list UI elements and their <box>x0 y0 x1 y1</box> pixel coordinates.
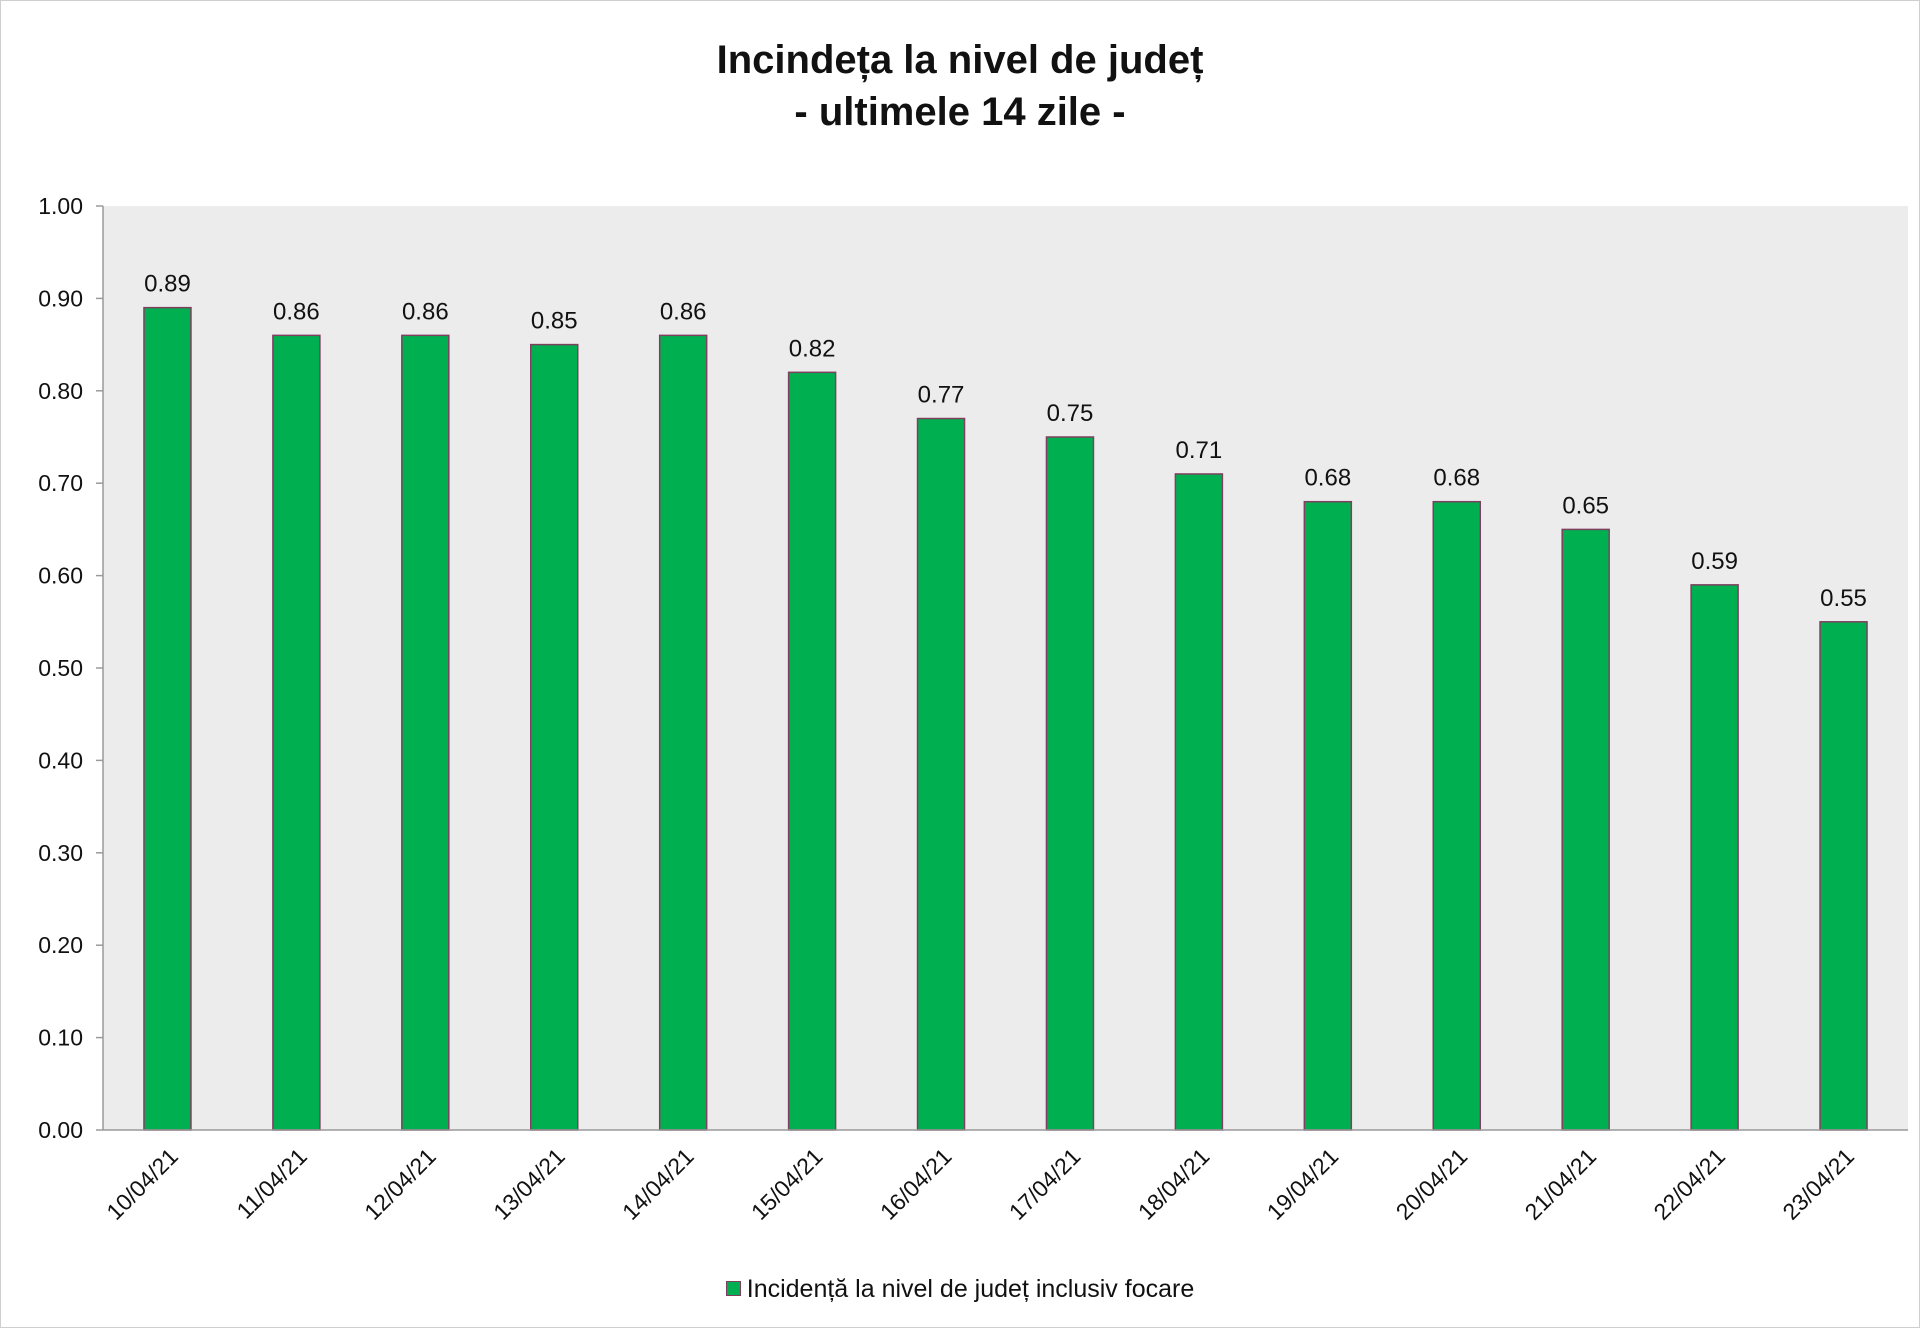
data-label: 0.86 <box>660 298 707 325</box>
data-label: 0.55 <box>1820 585 1867 612</box>
bar <box>658 334 708 1131</box>
y-tick-label: 0.30 <box>38 840 83 866</box>
y-tick-label: 0.60 <box>38 563 83 589</box>
x-tick-label: 19/04/21 <box>1262 1143 1344 1225</box>
chart-title-line-1: Incindeța la nivel de județ <box>716 38 1204 82</box>
bar <box>1045 436 1095 1131</box>
data-label: 0.68 <box>1304 465 1351 492</box>
bar <box>530 343 579 1131</box>
x-tick-label: 18/04/21 <box>1133 1143 1215 1225</box>
data-label: 0.75 <box>1047 400 1094 427</box>
bar <box>1174 473 1224 1131</box>
bar <box>143 306 192 1131</box>
y-tick-label: 0.70 <box>38 470 83 496</box>
data-label: 0.89 <box>144 271 191 298</box>
data-label: 0.68 <box>1433 465 1480 492</box>
y-tick-label: 0.90 <box>38 285 83 311</box>
legend-swatch <box>725 1281 741 1296</box>
legend: Incidență la nivel de județ inclusiv foc… <box>0 1275 1920 1304</box>
x-tick-label: 12/04/21 <box>359 1143 441 1225</box>
data-label: 0.71 <box>1176 437 1223 464</box>
y-tick-label: 0.10 <box>38 1025 83 1051</box>
bar <box>1561 528 1610 1131</box>
data-label: 0.86 <box>402 298 449 325</box>
x-tick-label: 13/04/21 <box>488 1143 570 1225</box>
y-tick-label: 0.80 <box>38 378 83 404</box>
y-tick-label: 0.00 <box>38 1117 83 1143</box>
x-tick-label: 21/04/21 <box>1520 1143 1602 1225</box>
x-tick-label: 15/04/21 <box>746 1143 828 1225</box>
x-tick-label: 16/04/21 <box>875 1143 957 1225</box>
legend-label: Incidență la nivel de județ inclusiv foc… <box>746 1275 1195 1303</box>
chart-title-line-2: - ultimele 14 zile - <box>794 90 1126 134</box>
bar <box>272 334 321 1131</box>
y-tick-label: 0.20 <box>38 932 83 958</box>
plot-area <box>103 206 1908 1130</box>
bar <box>1690 584 1739 1131</box>
bar <box>401 334 450 1131</box>
data-label: 0.65 <box>1562 492 1609 519</box>
data-label: 0.77 <box>918 382 965 409</box>
x-tick-label: 20/04/21 <box>1391 1143 1473 1225</box>
x-tick-label: 10/04/21 <box>101 1143 183 1225</box>
x-tick-label: 23/04/21 <box>1777 1143 1859 1225</box>
bar <box>916 417 966 1131</box>
bar <box>1432 500 1481 1131</box>
data-label: 0.82 <box>789 335 836 362</box>
y-tick-label: 1.00 <box>38 193 83 219</box>
x-tick-label: 22/04/21 <box>1648 1143 1730 1225</box>
chart-title: Incindeța la nivel de județ - ultimele 1… <box>0 34 1920 138</box>
bar <box>1303 500 1353 1131</box>
data-label: 0.85 <box>531 308 578 335</box>
data-label: 0.86 <box>273 298 320 325</box>
x-tick-label: 17/04/21 <box>1004 1143 1086 1225</box>
x-tick-label: 14/04/21 <box>617 1143 699 1225</box>
y-tick-label: 0.50 <box>38 655 83 681</box>
bar <box>787 371 837 1131</box>
y-tick-label: 0.40 <box>38 747 83 773</box>
bar <box>1819 621 1868 1131</box>
data-label: 0.59 <box>1691 548 1738 575</box>
x-tick-label: 11/04/21 <box>231 1143 311 1223</box>
